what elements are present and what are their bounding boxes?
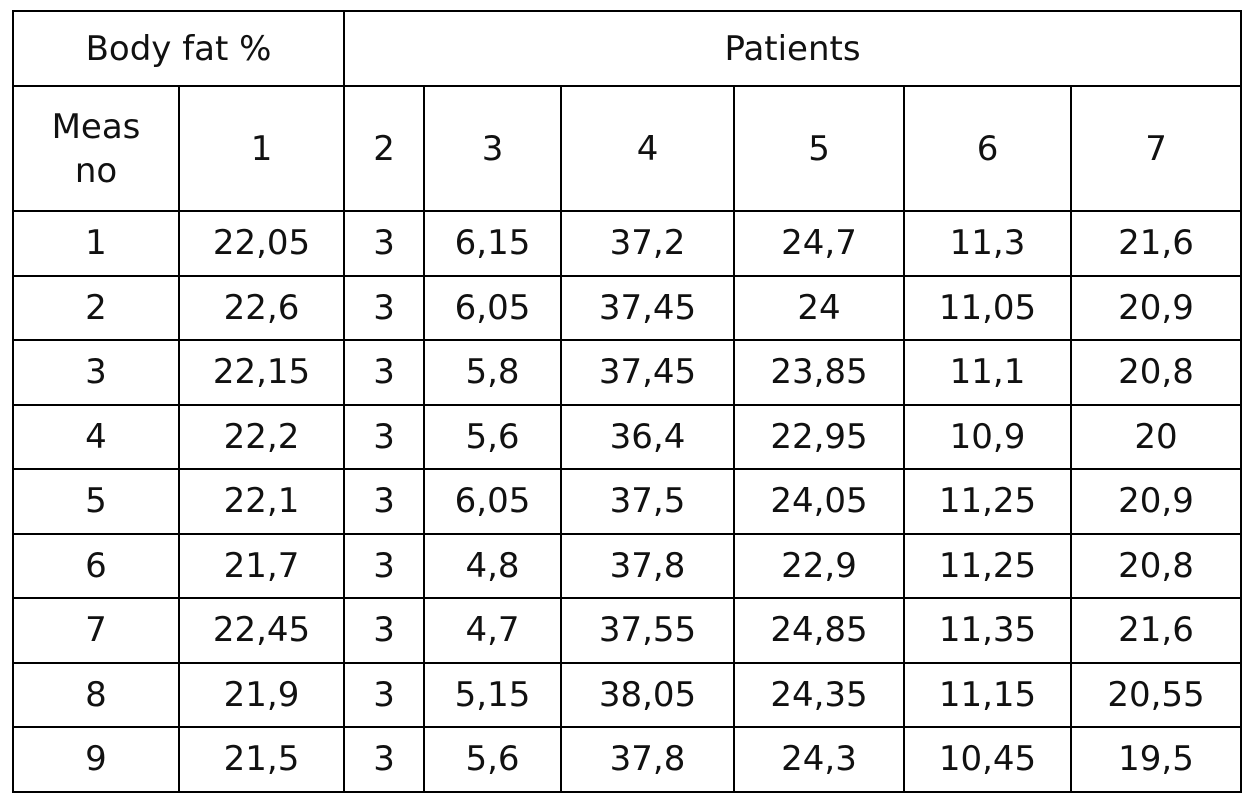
column-header: 2: [343, 85, 426, 212]
cell: 6,05: [423, 274, 563, 341]
cell: 23,85: [733, 339, 906, 406]
cell: 36,4: [560, 403, 736, 470]
column-header: 5: [733, 85, 906, 212]
cell: 21,7: [177, 532, 346, 599]
data-row: 7 22,45 3 4,7 37,55 24,85 11,35 21,6: [12, 597, 1243, 664]
cell: 11,15: [903, 661, 1073, 728]
cell: 22,1: [177, 468, 346, 535]
cell: 37,2: [560, 210, 736, 277]
cell: 19,5: [1070, 726, 1243, 793]
cell: 22,2: [177, 403, 346, 470]
cell: 22,05: [177, 210, 346, 277]
cell: 37,8: [560, 532, 736, 599]
table-body: Body fat % Patients Meas no 1 2 3 4 5 6 7 1 22,05 3 6…: [11, 10, 1243, 793]
cell: 22,45: [177, 597, 346, 664]
cell: 22,95: [733, 403, 906, 470]
cell: 21,6: [1070, 210, 1243, 277]
cell: 11,05: [903, 274, 1073, 341]
cell: 1: [12, 210, 180, 277]
column-header: 6: [903, 85, 1073, 212]
cell: 9: [12, 726, 180, 793]
cell: 21,9: [177, 661, 346, 728]
cell: 3: [343, 597, 426, 664]
cell: 6: [12, 532, 180, 599]
cell: 3: [343, 339, 426, 406]
data-row: 6 21,7 3 4,8 37,8 22,9 11,25 20,8: [12, 532, 1243, 599]
header-row: Body fat % Patients: [11, 10, 1243, 87]
cell: 37,5: [560, 468, 736, 535]
cell: 10,9: [903, 403, 1073, 470]
cell: 22,9: [733, 532, 906, 599]
cell: 3: [343, 210, 426, 277]
data-row: 4 22,2 3 5,6 36,4 22,95 10,9 20: [12, 403, 1243, 470]
cell: 24,7: [733, 210, 906, 277]
cell: 37,45: [560, 339, 736, 406]
cell: 11,3: [903, 210, 1073, 277]
cell: 37,8: [560, 726, 736, 793]
cell: 20,8: [1070, 339, 1243, 406]
cell: 5: [12, 468, 180, 535]
data-row: 9 21,5 3 5,6 37,8 24,3 10,45 19,5: [12, 726, 1243, 793]
header-cell: Patients: [343, 10, 1243, 87]
cell: 4,8: [423, 532, 563, 599]
cell: 20,9: [1070, 468, 1243, 535]
column-header-row: Meas no 1 2 3 4 5 6 7: [12, 85, 1243, 212]
cell: 24,3: [733, 726, 906, 793]
cell: 11,25: [903, 468, 1073, 535]
data-row: 8 21,9 3 5,15 38,05 24,35 11,15 20,55: [12, 661, 1243, 728]
cell: 8: [12, 661, 180, 728]
data-row: 5 22,1 3 6,05 37,5 24,05 11,25 20,9: [12, 468, 1243, 535]
data-row: 1 22,05 3 6,15 37,2 24,7 11,3 21,6: [12, 210, 1243, 277]
column-header: 3: [423, 85, 563, 212]
cell: 37,55: [560, 597, 736, 664]
cell: 24,85: [733, 597, 906, 664]
cell: 20,9: [1070, 274, 1243, 341]
cell: 5,6: [423, 403, 563, 470]
cell: 11,35: [903, 597, 1073, 664]
cell: 3: [343, 403, 426, 470]
cell: 6,15: [423, 210, 563, 277]
column-header: 4: [560, 85, 736, 212]
cell: 3: [343, 726, 426, 793]
cell: 22,15: [177, 339, 346, 406]
cell: 10,45: [903, 726, 1073, 793]
column-header: 1: [177, 85, 346, 212]
cell: 3: [343, 661, 426, 728]
cell: 3: [343, 468, 426, 535]
cell: 38,05: [560, 661, 736, 728]
cell: 20,8: [1070, 532, 1243, 599]
cell: 3: [12, 339, 180, 406]
cell: 5,6: [423, 726, 563, 793]
body-fat-table: Body fat % Patients Meas no 1 2 3 4 5 6 7 1 22,05 3 6…: [11, 10, 1243, 793]
header-cell: Body fat %: [11, 10, 346, 87]
cell: 20: [1070, 403, 1243, 470]
cell: 7: [12, 597, 180, 664]
cell: 3: [343, 532, 426, 599]
cell: 5,8: [423, 339, 563, 406]
column-header: Meas no: [12, 85, 180, 212]
cell: 2: [12, 274, 180, 341]
cell: 11,1: [903, 339, 1073, 406]
cell: 5,15: [423, 661, 563, 728]
cell: 21,6: [1070, 597, 1243, 664]
cell: 3: [343, 274, 426, 341]
cell: 24,35: [733, 661, 906, 728]
cell: 11,25: [903, 532, 1073, 599]
cell: 24,05: [733, 468, 906, 535]
cell: 6,05: [423, 468, 563, 535]
cell: 4,7: [423, 597, 563, 664]
cell: 22,6: [177, 274, 346, 341]
column-header: 7: [1070, 85, 1243, 212]
cell: 4: [12, 403, 180, 470]
data-row: 2 22,6 3 6,05 37,45 24 11,05 20,9: [12, 274, 1243, 341]
cell: 37,45: [560, 274, 736, 341]
cell: 24: [733, 274, 906, 341]
data-row: 3 22,15 3 5,8 37,45 23,85 11,1 20,8: [12, 339, 1243, 406]
cell: 20,55: [1070, 661, 1243, 728]
cell: 21,5: [177, 726, 346, 793]
